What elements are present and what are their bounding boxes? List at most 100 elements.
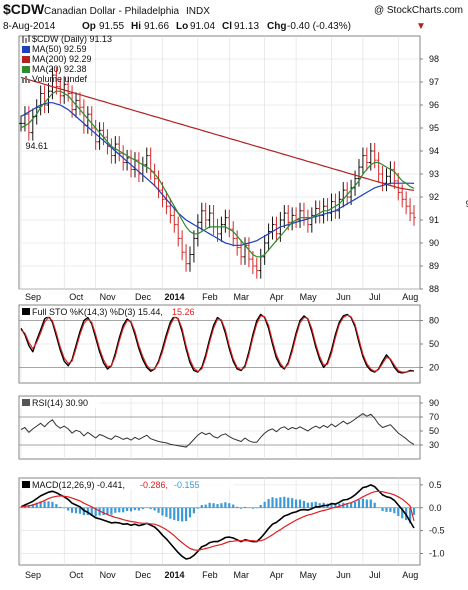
header-name: Canadian Dollar - Philadelphia <box>44 6 180 17</box>
header-exchange: INDX <box>186 6 210 17</box>
rsi-line <box>20 413 415 448</box>
bottom-month-label-6: Mar <box>234 570 250 580</box>
macd-line <box>20 484 415 560</box>
bottom-month-label-7: Apr <box>270 570 284 580</box>
bottom-month-label-1: Oct <box>69 570 84 580</box>
price-ytick-label-89: 89 <box>429 261 439 271</box>
price-ytick-label-90: 90 <box>429 238 439 248</box>
rsi-panel: 30 50 70 90 RSI(14) 30.90 <box>18 395 439 460</box>
bottom-month-label-4: 2014 <box>164 570 184 580</box>
header-hi-label: Hi <box>131 21 141 32</box>
macd-label: MACD(12,26,9) -0.441, <box>32 480 125 490</box>
macd-signal-line <box>20 490 415 551</box>
sto-ytick-label-50: 50 <box>429 339 439 349</box>
header-cl: 91.13 <box>234 21 259 32</box>
header-cl-label: Cl <box>222 21 232 32</box>
header-hi: 91.66 <box>144 21 169 32</box>
bars-icon <box>22 35 30 43</box>
price-month-label-0: Sep <box>25 292 41 302</box>
rsi-ytick-label-30: 30 <box>429 440 439 450</box>
header-chg-label: Chg <box>267 21 286 32</box>
header-symbol: $CDW <box>3 1 45 17</box>
price-ytick-label-94: 94 <box>429 146 439 156</box>
price-ytick-label-96: 96 <box>429 100 439 110</box>
bottom-month-label-10: Jul <box>369 570 381 580</box>
rsi-label-bg <box>20 397 100 408</box>
sto-ytick-label-20: 20 <box>429 362 439 372</box>
watermark: @ StockCharts.com <box>374 5 463 16</box>
price-ytick-label-98: 98 <box>429 54 439 64</box>
bottom-month-label-8: May <box>300 570 318 580</box>
price-ytick-label-88: 88 <box>429 284 439 294</box>
price-month-label-11: Aug <box>402 292 418 302</box>
price-month-label-7: Apr <box>270 292 284 302</box>
macd-ytick-label--1.0: -1.0 <box>429 549 445 559</box>
rsi-ytick-label-90: 90 <box>429 398 439 408</box>
sto-d-value: 15.26 <box>172 307 195 317</box>
macd-frame <box>18 477 421 566</box>
ma50-line <box>20 102 415 246</box>
annotation-1: 91.41 <box>466 199 468 209</box>
price-frame <box>18 35 421 290</box>
legend-swatch-2 <box>22 56 30 63</box>
volume-icon-bar-2 <box>25 76 27 83</box>
price-ytick-label-95: 95 <box>429 123 439 133</box>
header-chg: -0.40 (-0.43%) <box>287 21 351 32</box>
annotation-0: 94.61 <box>25 141 48 151</box>
macd-ytick-label-0.5: 0.5 <box>429 480 442 490</box>
macd-ytick-label--0.5: -0.5 <box>429 526 445 536</box>
rsi-label: RSI(14) 30.90 <box>32 398 88 408</box>
price-month-label-8: May <box>300 292 318 302</box>
price-ytick-label-97: 97 <box>429 77 439 87</box>
price-month-label-6: Mar <box>234 292 250 302</box>
ma20-line <box>20 90 415 258</box>
sto-legend-swatch <box>22 308 30 315</box>
price-month-label-3: Dec <box>135 292 152 302</box>
legend-label-2: MA(200) 92.29 <box>32 54 92 64</box>
price-month-label-1: Oct <box>69 292 84 302</box>
bottom-x-axis: Sep Oct Nov Dec 2014 Feb Mar Apr May Jun Jul Aug <box>25 570 418 580</box>
price-ytick-label-93: 93 <box>429 169 439 179</box>
macd-hist-value: -0.155 <box>174 480 200 490</box>
price-panel: 88 89 90 91 92 93 94 95 96 97 98 $CDW (Daily) 91.13… <box>18 34 468 302</box>
stochastic-panel: 20 50 80 Full STO %K(14,3) %D(3) 15.44, 15.2… <box>18 304 439 384</box>
volume-icon <box>22 78 24 83</box>
price-month-label-9: Jun <box>336 292 351 302</box>
legend-label-4: Volume undef <box>32 74 88 84</box>
price-month-label-4: 2014 <box>164 292 184 302</box>
rsi-legend-swatch <box>22 399 30 406</box>
ma200-line <box>20 76 415 191</box>
bottom-month-label-2: Nov <box>100 570 117 580</box>
sto-label: Full STO %K(14,3) %D(3) 15.44, <box>32 307 163 317</box>
rsi-ytick-label-50: 50 <box>429 426 439 436</box>
price-ytick-label-91: 91 <box>429 215 439 225</box>
header-lo: 91.04 <box>190 21 215 32</box>
legend-swatch-1 <box>22 46 30 53</box>
header-op-label: Op <box>82 21 96 32</box>
down-arrow-icon: ▼ <box>416 21 426 32</box>
bottom-month-label-3: Dec <box>135 570 152 580</box>
bottom-month-label-11: Aug <box>402 570 418 580</box>
bottom-month-label-0: Sep <box>25 570 41 580</box>
header-date: 8-Aug-2014 <box>3 21 56 32</box>
sto-ytick-label-80: 80 <box>429 316 439 326</box>
macd-signal-value: -0.286, <box>140 480 168 490</box>
macd-ytick-label-0.0: 0.0 <box>429 503 442 513</box>
sto-label-bg <box>20 306 230 317</box>
rsi-ytick-label-70: 70 <box>429 412 439 422</box>
legend-swatch-3 <box>22 66 30 73</box>
header-lo-label: Lo <box>176 21 188 32</box>
bottom-month-label-5: Feb <box>202 570 218 580</box>
volume-icon-bar-3 <box>28 79 30 83</box>
legend-label-0: $CDW (Daily) 91.13 <box>32 34 112 44</box>
legend-label-3: MA(20) 92.38 <box>32 64 87 74</box>
macd-legend-swatch <box>22 481 30 488</box>
sto-d-line <box>20 314 415 373</box>
price-ytick-label-92: 92 <box>429 192 439 202</box>
price-month-label-10: Jul <box>369 292 381 302</box>
bottom-month-label-9: Jun <box>336 570 351 580</box>
macd-label-bg <box>20 479 234 490</box>
legend-label-1: MA(50) 92.59 <box>32 44 87 54</box>
price-month-label-5: Feb <box>202 292 218 302</box>
